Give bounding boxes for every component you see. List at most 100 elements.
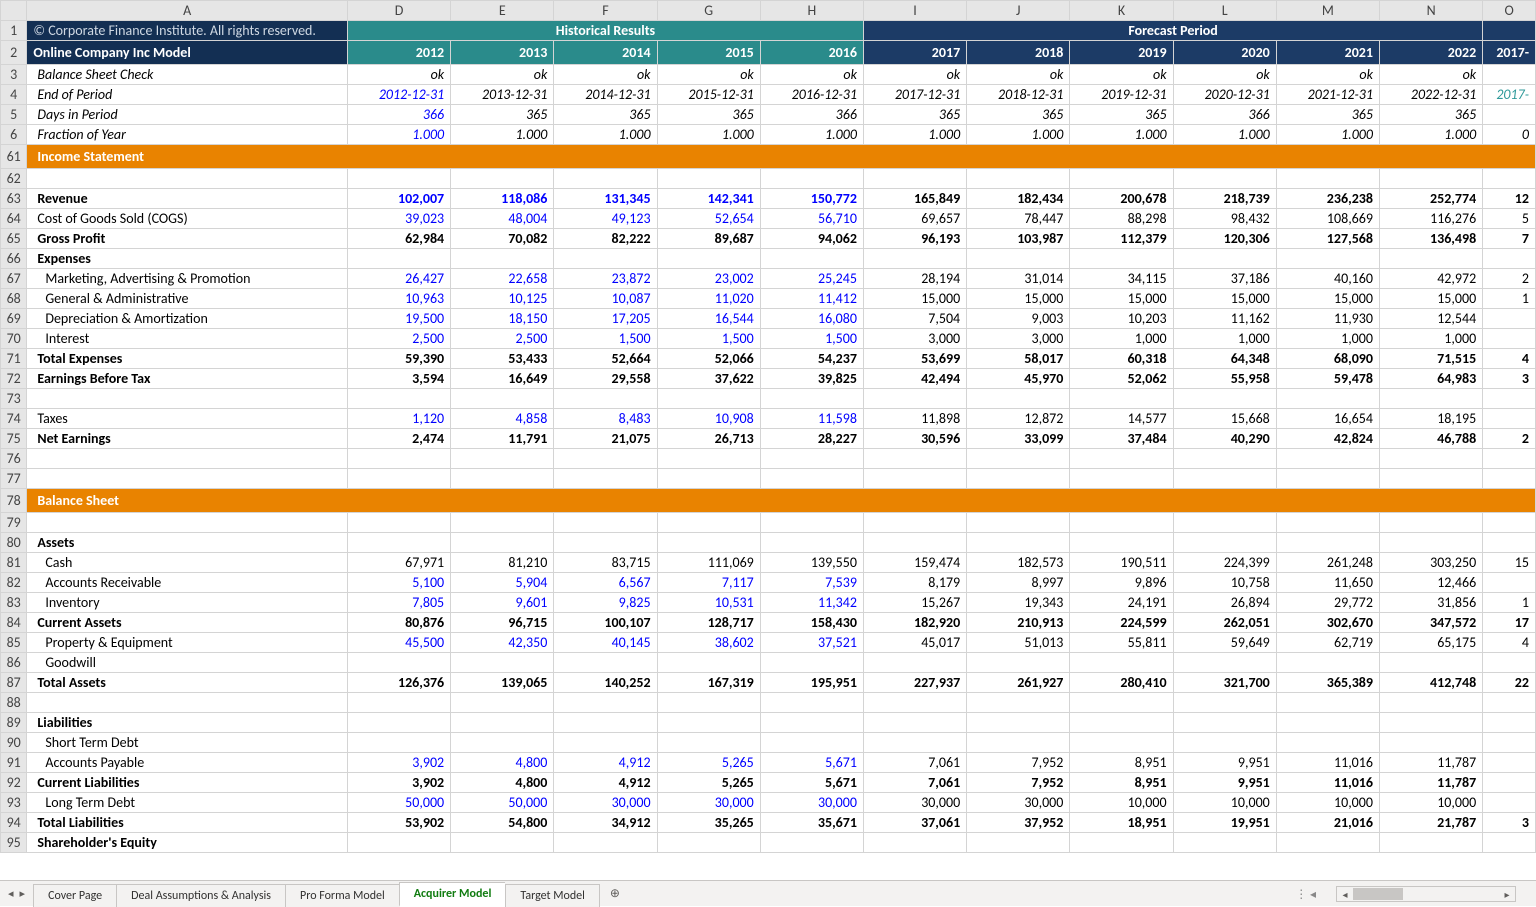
data-cell[interactable] [967,733,1070,753]
row-header-84[interactable]: 84 [1,613,27,633]
sheet-tab-cover-page[interactable]: Cover Page [33,884,116,907]
row-header-2[interactable]: 2 [1,41,27,65]
data-cell[interactable]: 280,410 [1070,673,1173,693]
empty-cell[interactable] [451,533,554,553]
empty-cell[interactable] [657,833,760,853]
data-cell[interactable] [347,733,450,753]
empty-cell[interactable] [657,389,760,409]
data-cell[interactable]: 23,002 [657,269,760,289]
data-cell[interactable]: 2022-12-31 [1379,85,1482,105]
data-cell[interactable]: 64,348 [1173,349,1276,369]
data-cell[interactable]: 16,654 [1276,409,1379,429]
data-cell[interactable]: ok [347,65,450,85]
empty-cell[interactable] [657,513,760,533]
data-cell[interactable] [1173,733,1276,753]
data-cell[interactable]: 1.000 [554,125,657,145]
data-cell[interactable]: 182,573 [967,553,1070,573]
col-header-M[interactable]: M [1276,1,1379,21]
data-cell[interactable]: 128,717 [657,613,760,633]
data-cell[interactable]: 39,023 [347,209,450,229]
data-cell[interactable]: ok [1379,65,1482,85]
data-cell[interactable] [1070,733,1173,753]
row-header-89[interactable]: 89 [1,713,27,733]
row-header-4[interactable]: 4 [1,85,27,105]
data-cell[interactable] [967,653,1070,673]
empty-cell[interactable] [1070,389,1173,409]
data-cell[interactable]: 365 [863,105,966,125]
data-cell[interactable]: 11,016 [1276,773,1379,793]
data-cell[interactable]: 67,971 [347,553,450,573]
empty-cell[interactable] [1379,249,1482,269]
data-cell[interactable]: 118,086 [451,189,554,209]
data-cell[interactable]: 5,100 [347,573,450,593]
empty-cell[interactable] [451,513,554,533]
data-cell[interactable]: 3,594 [347,369,450,389]
data-cell-o[interactable] [1483,105,1536,125]
empty-cell[interactable] [657,469,760,489]
empty-cell[interactable] [1483,469,1536,489]
data-cell[interactable]: 365 [1276,105,1379,125]
row-header-95[interactable]: 95 [1,833,27,853]
data-cell[interactable]: 224,599 [1070,613,1173,633]
empty-cell[interactable] [554,449,657,469]
col-header-D[interactable]: D [347,1,450,21]
data-cell[interactable]: 1.000 [347,125,450,145]
empty-cell[interactable] [863,449,966,469]
hscroll-split-icon[interactable]: ⋮ ◂ [1295,887,1316,902]
empty-cell[interactable] [1070,713,1173,733]
data-cell[interactable]: 39,825 [760,369,863,389]
data-cell[interactable]: 10,087 [554,289,657,309]
data-cell[interactable]: 165,849 [863,189,966,209]
empty-cell[interactable] [863,389,966,409]
empty-cell[interactable] [967,169,1070,189]
data-cell[interactable]: 16,544 [657,309,760,329]
empty-cell[interactable] [1379,469,1482,489]
empty-cell[interactable] [863,169,966,189]
empty-cell[interactable] [347,533,450,553]
data-cell-o[interactable]: 17 [1483,613,1536,633]
empty-cell[interactable] [1483,513,1536,533]
data-cell[interactable]: ok [967,65,1070,85]
empty-cell[interactable] [1483,389,1536,409]
row-header-63[interactable]: 63 [1,189,27,209]
data-cell-o[interactable] [1483,409,1536,429]
data-cell[interactable]: 1,000 [1276,329,1379,349]
data-cell[interactable]: 96,715 [451,613,554,633]
data-cell[interactable]: 9,951 [1173,773,1276,793]
data-cell[interactable]: 252,774 [1379,189,1482,209]
empty-cell[interactable] [1276,533,1379,553]
empty-cell[interactable] [760,249,863,269]
data-cell[interactable]: 2016-12-31 [760,85,863,105]
data-cell-o[interactable]: 7 [1483,229,1536,249]
data-cell[interactable]: 7,805 [347,593,450,613]
empty-cell[interactable] [967,449,1070,469]
data-cell[interactable]: 89,687 [657,229,760,249]
data-cell[interactable]: 30,000 [967,793,1070,813]
data-cell[interactable]: 5,265 [657,753,760,773]
data-cell[interactable]: ok [1276,65,1379,85]
data-cell[interactable]: 127,568 [1276,229,1379,249]
data-cell[interactable]: 62,719 [1276,633,1379,653]
empty-cell[interactable] [1173,713,1276,733]
empty-cell[interactable] [1483,449,1536,469]
data-cell[interactable]: 3,000 [967,329,1070,349]
data-cell-o[interactable] [1483,329,1536,349]
data-cell[interactable]: 18,150 [451,309,554,329]
data-cell[interactable]: 3,902 [347,753,450,773]
data-cell[interactable]: 1,000 [1173,329,1276,349]
empty-cell[interactable] [1276,249,1379,269]
data-cell[interactable]: 1,500 [554,329,657,349]
col-header-G[interactable]: G [657,1,760,21]
data-cell-o[interactable]: 2 [1483,429,1536,449]
scroll-left-icon[interactable]: ◂ [1337,888,1353,901]
data-cell[interactable] [1173,653,1276,673]
data-cell[interactable]: ok [760,65,863,85]
data-cell[interactable] [1070,653,1173,673]
data-cell[interactable]: 261,927 [967,673,1070,693]
data-cell[interactable]: 59,478 [1276,369,1379,389]
data-cell[interactable]: 52,062 [1070,369,1173,389]
empty-cell[interactable] [451,693,554,713]
empty-cell[interactable] [27,469,348,489]
empty-cell[interactable] [451,449,554,469]
row-header-93[interactable]: 93 [1,793,27,813]
